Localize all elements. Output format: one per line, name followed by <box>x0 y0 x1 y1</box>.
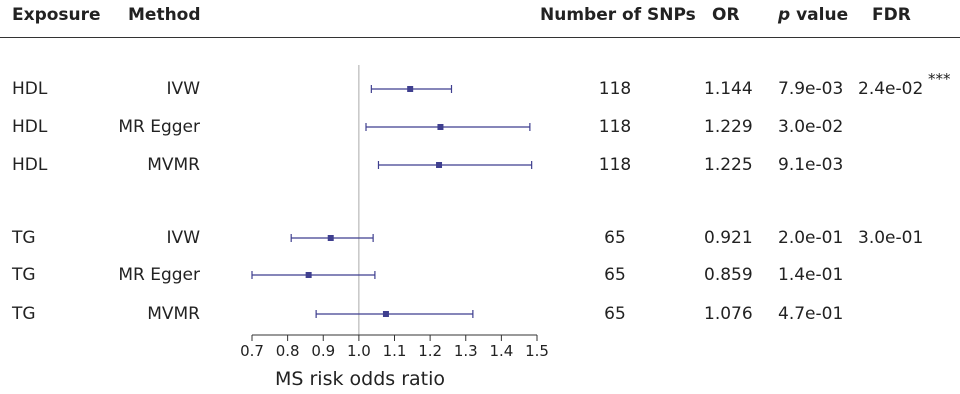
row-p: 2.0e-01 <box>778 228 844 248</box>
x-tick-label: 0.9 <box>311 342 335 360</box>
point-estimate <box>305 272 312 278</box>
row-p: 9.1e-03 <box>778 155 844 175</box>
point-estimate <box>437 124 444 130</box>
x-tick-label: 1.2 <box>418 342 442 360</box>
row-nsnps: 65 <box>604 228 626 248</box>
row-exposure: HDL <box>12 79 48 99</box>
row-or: 1.076 <box>704 304 753 324</box>
row-or: 1.229 <box>704 117 753 137</box>
header-number-of-snps: Number of SNPs <box>540 5 696 25</box>
x-tick-label: 1.1 <box>383 342 407 360</box>
row-exposure: TG <box>12 228 36 248</box>
row-p: 4.7e-01 <box>778 304 844 324</box>
significance-stars: *** <box>928 70 951 88</box>
header-fdr: FDR <box>872 5 911 25</box>
row-exposure: HDL <box>12 155 48 175</box>
row-method: IVW <box>166 79 200 99</box>
row-p: 1.4e-01 <box>778 265 844 285</box>
row-method: MVMR <box>147 304 200 324</box>
row-exposure: TG <box>12 304 36 324</box>
row-or: 0.859 <box>704 265 753 285</box>
x-axis-label: MS risk odds ratio <box>274 368 446 390</box>
header-exposure: Exposure <box>12 5 101 25</box>
row-nsnps: 65 <box>604 265 626 285</box>
row-method: IVW <box>166 228 200 248</box>
x-tick-label: 1.0 <box>347 342 371 360</box>
row-or: 1.144 <box>704 79 753 99</box>
row-exposure: TG <box>12 265 36 285</box>
row-nsnps: 118 <box>598 79 632 99</box>
row-nsnps: 118 <box>598 117 632 137</box>
x-tick-label: 0.8 <box>276 342 300 360</box>
header-method: Method <box>128 5 201 25</box>
x-tick-label: 0.7 <box>240 342 264 360</box>
x-tick-label: 1.3 <box>454 342 478 360</box>
row-fdr: 3.0e-01 <box>858 228 924 248</box>
header-p-italic: p <box>778 5 791 25</box>
row-or: 0.921 <box>704 228 753 248</box>
header-p-value: p value <box>778 5 848 25</box>
row-method: MR Egger <box>118 265 200 285</box>
row-p: 7.9e-03 <box>778 79 844 99</box>
row-or: 1.225 <box>704 155 753 175</box>
point-estimate <box>382 311 389 317</box>
header-or: OR <box>712 5 740 25</box>
point-estimate <box>407 86 414 92</box>
x-tick-label: 1.5 <box>525 342 549 360</box>
row-nsnps: 65 <box>604 304 626 324</box>
row-fdr: 2.4e-02 <box>858 79 924 99</box>
row-p: 3.0e-02 <box>778 117 844 137</box>
row-exposure: HDL <box>12 117 48 137</box>
row-nsnps: 118 <box>598 155 632 175</box>
header-rule <box>0 37 960 38</box>
row-method: MR Egger <box>118 117 200 137</box>
x-tick-label: 1.4 <box>489 342 513 360</box>
row-method: MVMR <box>147 155 200 175</box>
header-p-rest: value <box>796 5 849 25</box>
point-estimate <box>327 235 334 241</box>
point-estimate <box>436 162 443 168</box>
